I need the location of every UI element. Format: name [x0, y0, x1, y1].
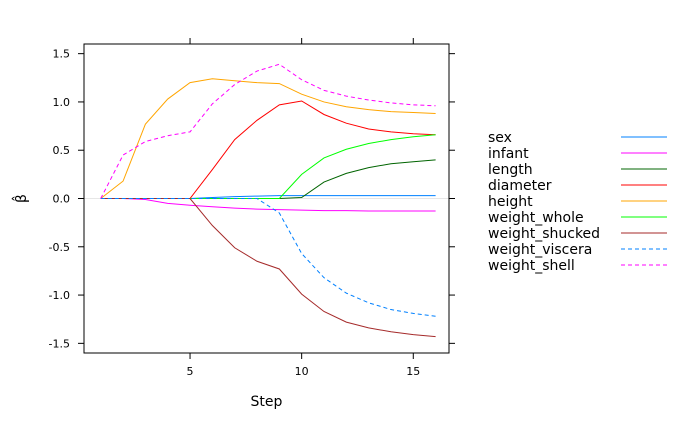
- legend: sexinfantlengthdiameterheightweight_whol…: [488, 130, 667, 274]
- x-tick-label: 15: [406, 365, 420, 378]
- y-tick-label: -1.0: [49, 289, 70, 302]
- y-tick-label: 1.0: [53, 96, 71, 109]
- y-axis-title: β̂: [11, 194, 30, 203]
- x-tick-label: 10: [295, 365, 309, 378]
- y-tick-label: -0.5: [49, 241, 70, 254]
- legend-label-weight-whole: weight_whole: [488, 210, 584, 226]
- series-line-length: [100, 159, 436, 199]
- x-axis-title: Step: [251, 394, 283, 410]
- legend-label-infant: infant: [488, 146, 529, 162]
- legend-label-height: height: [488, 194, 533, 210]
- legend-label-sex: sex: [488, 130, 512, 146]
- legend-label-diameter: diameter: [488, 178, 552, 194]
- y-tick-label: -1.5: [49, 337, 70, 350]
- y-tick-label: 0.5: [53, 144, 71, 157]
- y-tick-label: 1.5: [53, 48, 71, 61]
- y-tick-label: 0.0: [53, 193, 71, 206]
- legend-label-length: length: [488, 162, 533, 178]
- series-line-diameter: [100, 100, 436, 199]
- series-line-weight-whole: [100, 134, 436, 199]
- series-line-height: [100, 78, 436, 199]
- x-tick-label: 5: [187, 365, 194, 378]
- series-layer: [100, 63, 436, 338]
- series-line-weight-shucked: [100, 198, 436, 338]
- axes-layer: 5 10 15 -1.5 -1.0 -0.5 0.0 0.5 1.0 1.5: [49, 38, 455, 378]
- legend-label-weight-shucked: weight_shucked: [488, 226, 600, 242]
- legend-label-weight-shell: weight_shell: [488, 258, 575, 274]
- legend-label-weight-viscera: weight_viscera: [488, 242, 592, 258]
- series-line-infant: [100, 198, 436, 212]
- series-line-weight-shell: [100, 63, 436, 199]
- series-line-weight-viscera: [100, 198, 436, 317]
